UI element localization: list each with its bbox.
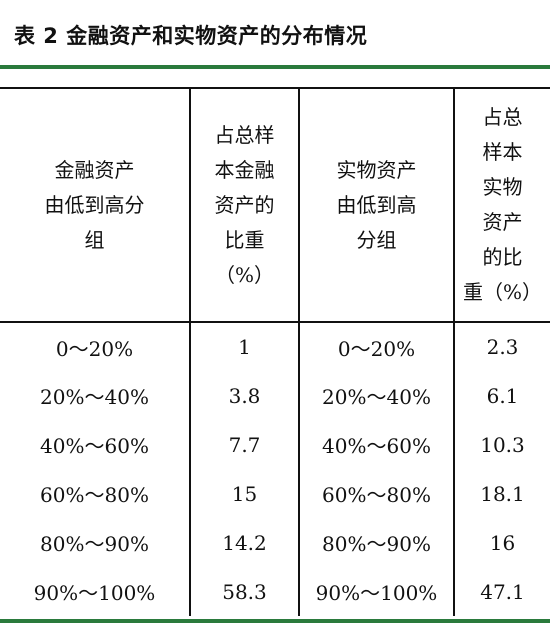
table-row: 40%～60% 7.7 40%～60% 10.3 xyxy=(0,420,550,469)
header-line: 样本 xyxy=(482,140,523,164)
header-line: 资产 xyxy=(482,210,523,234)
cell-financial-share: 15 xyxy=(189,469,299,518)
header-financial-group: 金融资产 由低到高分 组 xyxy=(0,87,190,323)
cell-financial-group: 80%～90% xyxy=(40,532,149,556)
header-line: 实物 xyxy=(482,175,523,199)
header-financial-share: 占总样 本金融 资产的 比重 （%） xyxy=(189,87,299,323)
header-physical-group: 实物资产 由低到高 分组 xyxy=(298,87,454,323)
table-row: 80%～90% 14.2 80%～90% 16 xyxy=(0,518,550,567)
header-line: 金融资产 xyxy=(54,157,135,182)
top-rule xyxy=(0,65,550,69)
table-title: 表 2 金融资产和实物资产的分布情况 xyxy=(14,24,368,48)
table-row: 0～20% 1 0～20% 2.3 xyxy=(0,322,550,371)
cell-physical-group: 20%～40% xyxy=(298,371,454,420)
cell-financial-group: 0～20% xyxy=(55,336,134,361)
cell-physical-share: 10.3 xyxy=(453,420,550,469)
cell-physical-share: 6.1 xyxy=(453,371,550,420)
cell-financial-group: 90%～100% xyxy=(33,581,156,605)
cell-physical-group: 0～20% xyxy=(298,322,454,371)
header-line: 占总 xyxy=(482,105,523,129)
header-physical-share: 占总 样本 实物 资产 的比 重（%） xyxy=(453,87,550,323)
header-line: 的比 xyxy=(482,245,523,269)
cell-financial-group: 40%～60% xyxy=(40,434,149,458)
cell-financial-share: 1 xyxy=(189,322,299,371)
cell-financial-group: 20%～40% xyxy=(40,385,149,409)
table-row: 90%～100% 58.3 90%～100% 47.1 xyxy=(0,567,550,616)
cell-financial-share: 58.3 xyxy=(189,567,299,616)
cell-physical-group: 90%～100% xyxy=(298,567,454,616)
cell-financial-share: 14.2 xyxy=(189,518,299,567)
header-row: 金融资产 由低到高分 组 占总样 本金融 资产的 比重 （%） 实物资产 由低到… xyxy=(0,87,550,323)
cell-physical-share: 2.3 xyxy=(453,322,550,371)
distribution-table: 金融资产 由低到高分 组 占总样 本金融 资产的 比重 （%） 实物资产 由低到… xyxy=(0,87,550,616)
cell-physical-share: 16 xyxy=(453,518,550,567)
cell-physical-group: 40%～60% xyxy=(298,420,454,469)
cell-physical-group: 60%～80% xyxy=(298,469,454,518)
cell-physical-share: 18.1 xyxy=(453,469,550,518)
table-row: 60%～80% 15 60%～80% 18.1 xyxy=(0,469,550,518)
header-line: 占总样 xyxy=(214,122,275,147)
cell-financial-share: 7.7 xyxy=(189,420,299,469)
table-row: 20%～40% 3.8 20%～40% 6.1 xyxy=(0,371,550,420)
cell-financial-share: 3.8 xyxy=(189,371,299,420)
header-line: 资产的 xyxy=(214,192,275,217)
cell-physical-group: 80%～90% xyxy=(298,518,454,567)
header-line: 分组 xyxy=(356,227,397,252)
header-line: 比重 xyxy=(224,227,265,252)
header-line: 组 xyxy=(84,227,105,252)
header-line: 本金融 xyxy=(214,157,275,182)
header-line: 重（%） xyxy=(462,280,542,304)
header-line: 由低到高 xyxy=(336,192,417,217)
bottom-rule xyxy=(0,619,550,623)
header-line: （%） xyxy=(214,262,274,287)
cell-financial-group: 60%～80% xyxy=(40,483,149,507)
header-line: 实物资产 xyxy=(336,157,417,182)
header-line: 由低到高分 xyxy=(44,192,145,217)
cell-physical-share: 47.1 xyxy=(453,567,550,616)
